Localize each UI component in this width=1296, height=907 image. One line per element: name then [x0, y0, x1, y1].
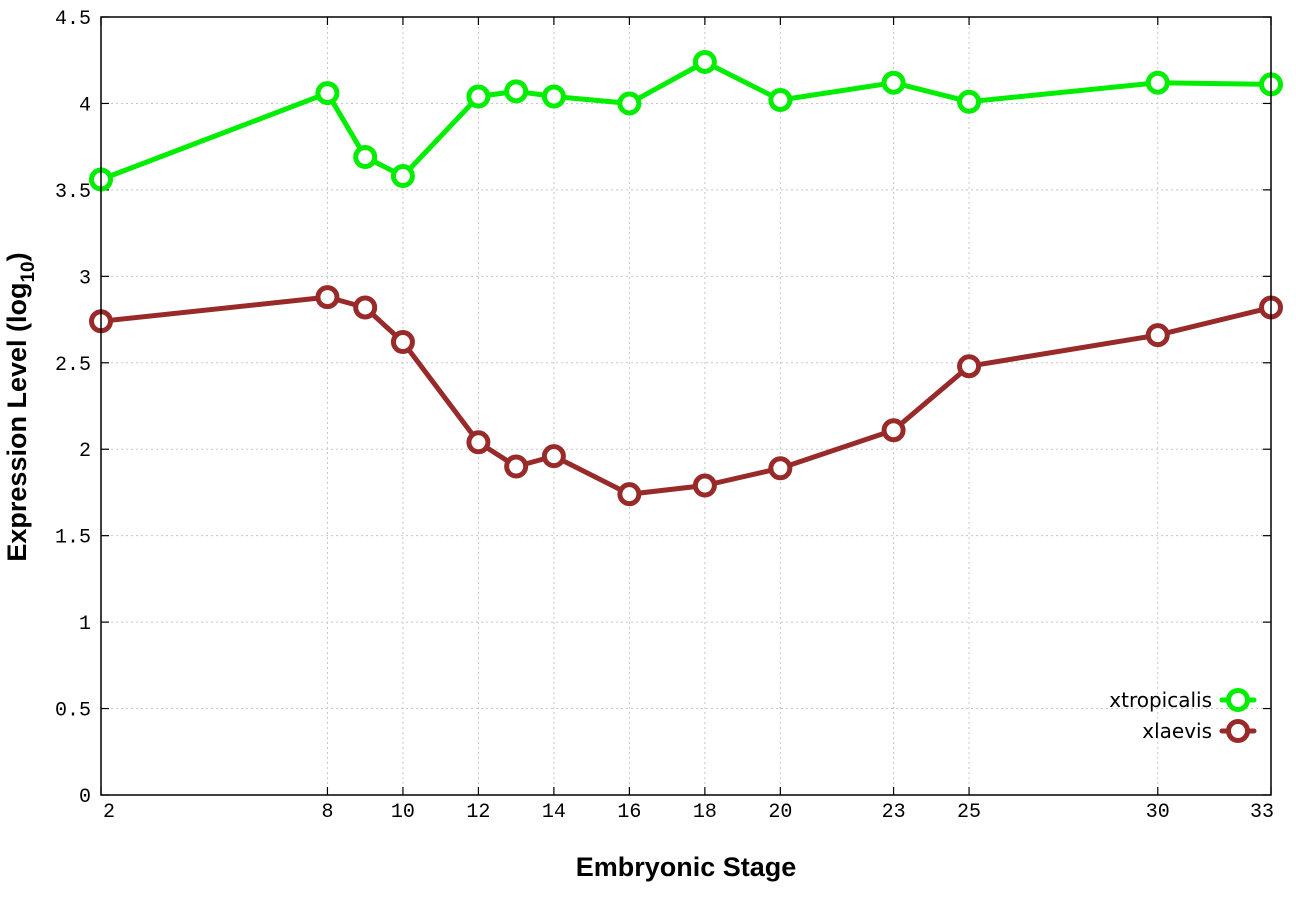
x-tick-label: 18 — [693, 801, 717, 824]
series-line-xlaevis — [98, 294, 1274, 497]
y-axis-title-close: ) — [2, 252, 32, 261]
y-axis-ticks: 0 0.5 1 1.5 2 2.5 3 3.5 4 4.5 — [55, 8, 1271, 809]
x-tick-label: 12 — [466, 801, 490, 824]
series-line-xtropicalis — [98, 59, 1274, 182]
data-point-xlaevis — [692, 473, 717, 498]
y-tick-label: 2 — [79, 440, 91, 463]
data-point-xtropicalis — [390, 164, 415, 189]
y-tick-label: 1.5 — [55, 527, 91, 550]
y-tick-label: 3.5 — [55, 181, 91, 204]
legend: xtropicalis xlaevis — [1109, 688, 1257, 743]
plot-frame — [100, 16, 1272, 796]
data-point-xtropicalis — [692, 49, 717, 74]
data-point-xtropicalis — [315, 81, 340, 106]
grid — [101, 17, 1271, 795]
x-axis-title: Embryonic Stage — [576, 852, 797, 882]
y-tick-label: 4 — [79, 94, 91, 117]
data-point-xtropicalis — [541, 84, 566, 109]
data-point-xlaevis — [353, 295, 378, 320]
legend-label-xtropicalis: xtropicalis — [1109, 688, 1212, 712]
data-point-xlaevis — [315, 285, 340, 310]
series-xtropicalis — [89, 49, 1283, 192]
data-point-xlaevis — [881, 418, 906, 443]
x-axis-ticks: 2 8 10 12 14 16 18 20 23 25 30 33 — [100, 17, 1274, 824]
series-xlaevis — [89, 285, 1283, 507]
data-point-xlaevis — [390, 330, 415, 355]
data-point-xtropicalis — [466, 84, 491, 109]
data-point-xlaevis — [466, 430, 491, 455]
legend-label-xlaevis: xlaevis — [1142, 719, 1212, 743]
y-axis-title: Expression Level (log10) — [2, 252, 39, 561]
y-tick-label: 0.5 — [55, 700, 91, 723]
data-point-xtropicalis — [881, 70, 906, 95]
legend-marker-xlaevis — [1226, 719, 1250, 743]
x-tick-label: 30 — [1146, 801, 1170, 824]
y-tick-label: 3 — [79, 267, 91, 290]
data-point-xtropicalis — [353, 145, 378, 170]
x-tick-label: 25 — [957, 801, 981, 824]
x-tick-label: 16 — [617, 801, 641, 824]
data-point-xlaevis — [768, 456, 793, 481]
data-point-xtropicalis — [504, 79, 529, 104]
x-tick-label: 8 — [321, 801, 333, 824]
x-tick-label: 2 — [103, 801, 115, 824]
data-point-xtropicalis — [617, 91, 642, 116]
data-point-xtropicalis — [957, 89, 982, 114]
series-group — [89, 49, 1283, 507]
data-point-xlaevis — [617, 482, 642, 507]
data-point-xtropicalis — [1145, 70, 1170, 95]
x-tick-label: 14 — [542, 801, 566, 824]
y-tick-label: 1 — [79, 613, 91, 636]
y-axis-title-main: Expression Level (log — [2, 283, 32, 562]
data-point-xlaevis — [1145, 323, 1170, 348]
x-tick-label: 33 — [1250, 801, 1274, 824]
y-tick-label: 2.5 — [55, 354, 91, 377]
x-tick-label: 23 — [882, 801, 906, 824]
data-point-xlaevis — [504, 454, 529, 479]
y-axis-title-subscript: 10 — [18, 261, 39, 282]
legend-marker-xtropicalis — [1226, 688, 1250, 712]
x-tick-label: 20 — [768, 801, 792, 824]
x-tick-label: 10 — [391, 801, 415, 824]
data-point-xtropicalis — [768, 87, 793, 112]
data-point-xlaevis — [957, 354, 982, 379]
data-point-xlaevis — [541, 444, 566, 469]
y-tick-label: 0 — [79, 786, 91, 809]
y-tick-label: 4.5 — [55, 8, 91, 31]
